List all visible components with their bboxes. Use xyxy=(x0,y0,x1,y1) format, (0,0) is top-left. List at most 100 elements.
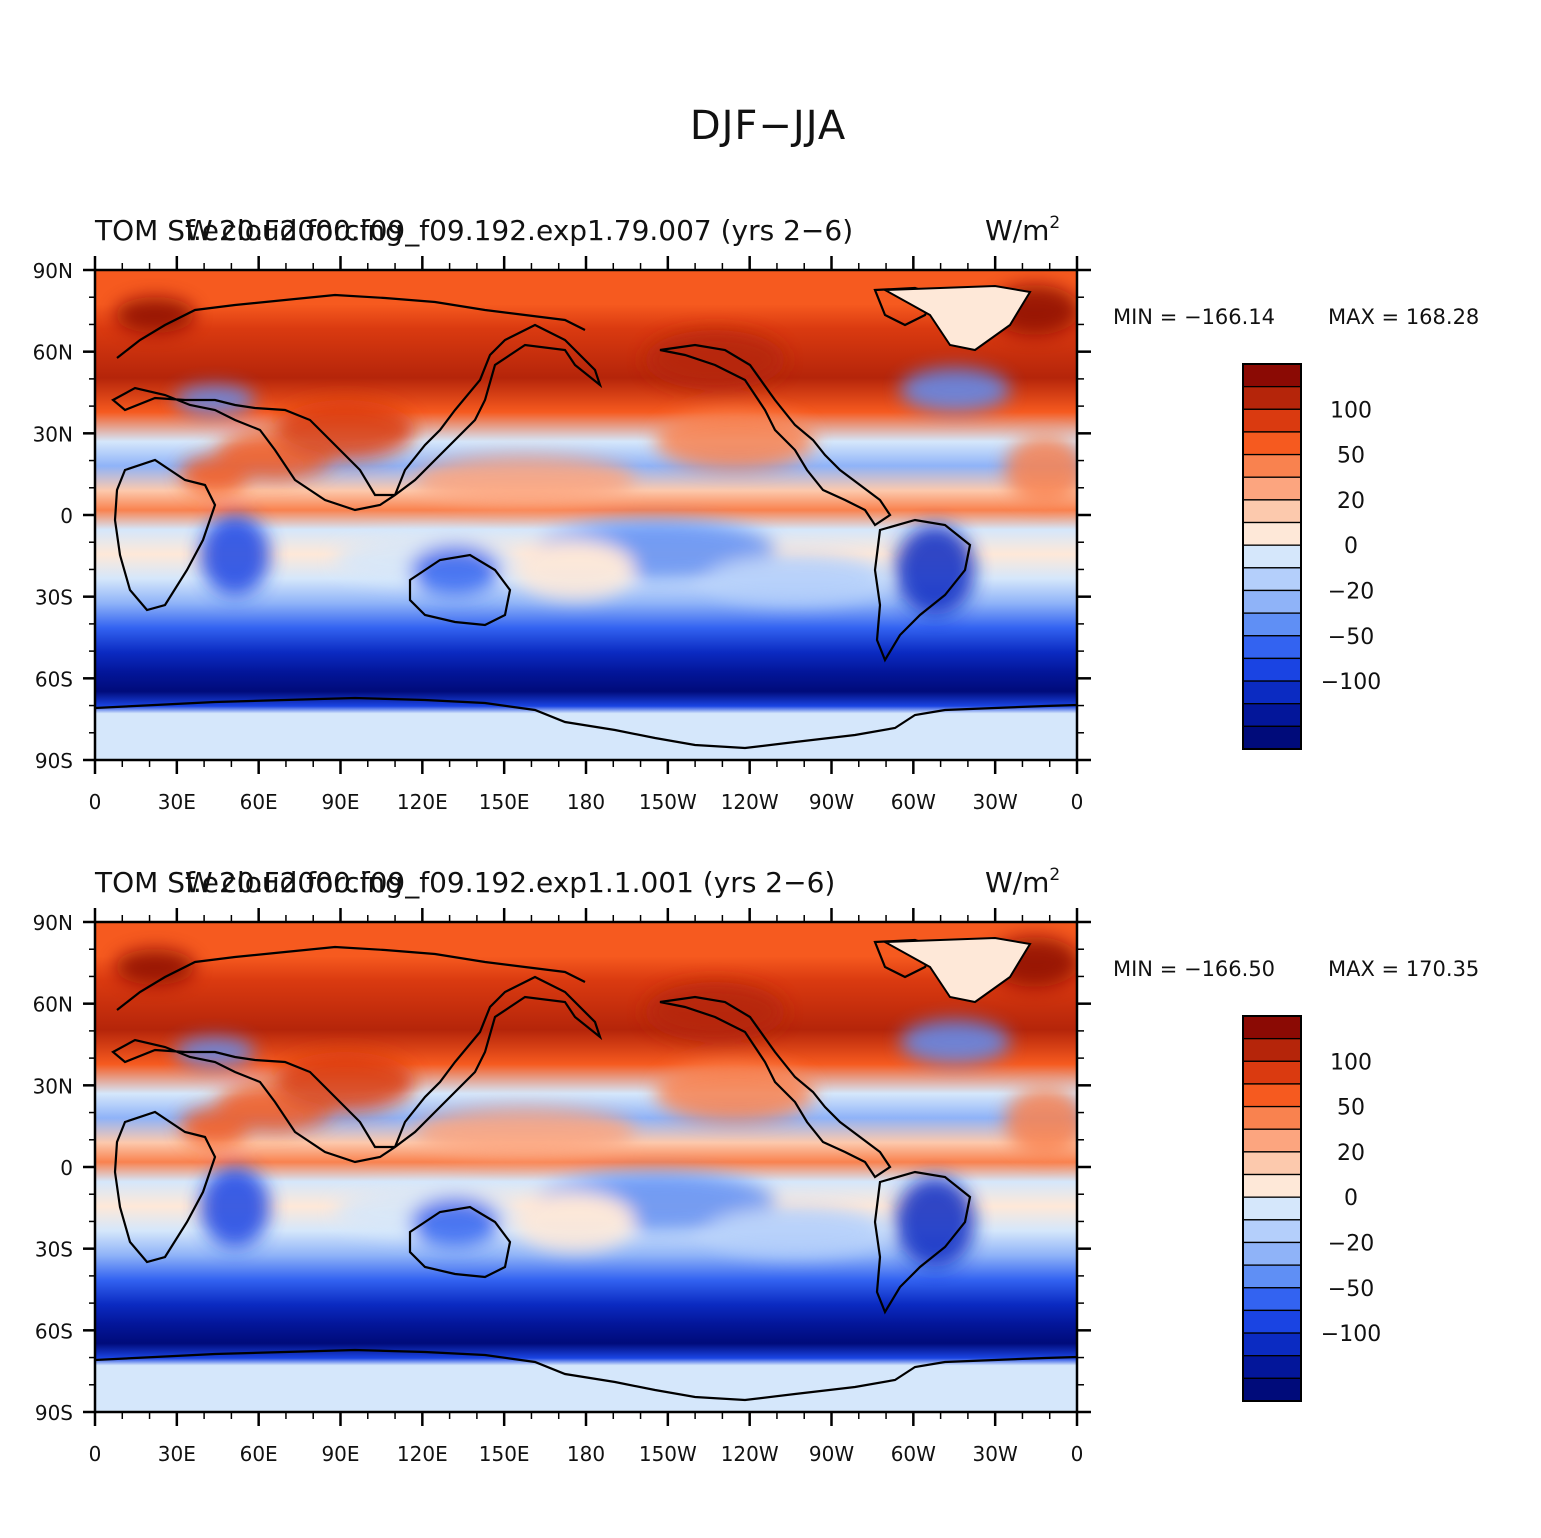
colorbar-swatch xyxy=(1242,544,1302,569)
min-value-label: MIN = −166.50 xyxy=(1113,957,1275,981)
anomaly-region xyxy=(645,330,785,390)
colorbar-swatch xyxy=(1242,1219,1302,1244)
colorbar-label: −100 xyxy=(1321,670,1381,695)
lon-tick-label: 0 xyxy=(89,790,102,814)
colorbar-swatch xyxy=(1242,1128,1302,1153)
lon-tick-label: 180 xyxy=(567,1442,605,1466)
colorbar-label: −20 xyxy=(1328,579,1374,604)
min-value-label: MIN = −166.14 xyxy=(1113,305,1275,329)
colorbar-swatch xyxy=(1242,499,1302,524)
colorbar-label: 0 xyxy=(1344,1186,1358,1211)
colorbar-swatch xyxy=(1242,725,1302,750)
colorbar-swatch xyxy=(1242,1105,1302,1130)
anomaly-region xyxy=(410,1197,500,1247)
colorbar-swatch xyxy=(1242,1241,1302,1266)
lat-tick-label: 30S xyxy=(35,1238,73,1262)
coastline xyxy=(408,1205,512,1279)
anomaly-region xyxy=(655,1062,815,1122)
colorbar-swatch xyxy=(1242,589,1302,614)
lat-tick-label: 60S xyxy=(35,667,73,691)
lon-tick-label: 120E xyxy=(397,1442,448,1466)
lat-tick-label: 0 xyxy=(60,504,73,528)
lon-tick-label: 30W xyxy=(973,1442,1018,1466)
colorbar-swatch xyxy=(1242,1037,1302,1062)
anomaly-region xyxy=(180,455,250,495)
lat-tick-label: 60N xyxy=(33,341,73,365)
colorbar-swatch xyxy=(1242,680,1302,705)
colorbar-label: 0 xyxy=(1344,534,1358,559)
lon-tick-label: 90W xyxy=(809,790,854,814)
lon-tick-label: 30W xyxy=(973,790,1018,814)
colorbar: 100 50 20 0 −20 −50 −100 xyxy=(1242,1015,1381,1402)
colorbar-label: 20 xyxy=(1337,489,1365,514)
anomaly-region xyxy=(115,949,195,985)
colorbar-label: 100 xyxy=(1330,398,1372,423)
panel-units: W/m2 xyxy=(985,865,1060,899)
coastline xyxy=(659,995,892,1179)
coastline xyxy=(95,1348,1077,1402)
coastline xyxy=(873,518,972,663)
colorbar-swatch xyxy=(1242,476,1302,501)
lon-tick-label: 60W xyxy=(891,1442,936,1466)
colorbar-swatch xyxy=(1242,1287,1302,1312)
anomaly-region xyxy=(275,400,415,460)
lat-tick-label: 90S xyxy=(35,1401,73,1425)
lon-tick-label: 120W xyxy=(721,790,779,814)
lon-tick-label: 60E xyxy=(240,790,278,814)
colorbar-swatch xyxy=(1242,1355,1302,1380)
anomaly-region xyxy=(180,1107,250,1147)
colorbar-swatch xyxy=(1242,363,1302,388)
colorbar-swatch xyxy=(1242,567,1302,592)
colorbar-label: 50 xyxy=(1337,1096,1365,1121)
colorbar-swatch xyxy=(1242,1377,1302,1402)
lat-tick-label: 30N xyxy=(33,1074,73,1098)
colorbar-label: −50 xyxy=(1328,625,1374,650)
colorbar-swatch xyxy=(1242,453,1302,478)
anomaly-region xyxy=(655,410,815,470)
coastline xyxy=(873,1170,972,1315)
colorbar: 100 50 20 0 −20 −50 −100 xyxy=(1242,363,1381,750)
lon-tick-label: 0 xyxy=(1071,1442,1084,1466)
map-panel-2: TOM SW cloud forcingf.e20.F2000.f09_f09.… xyxy=(33,865,1480,1466)
colorbar-swatch xyxy=(1242,1060,1302,1085)
anomaly-region xyxy=(895,1177,975,1267)
lon-tick-label: 0 xyxy=(1071,790,1084,814)
colorbar-swatch xyxy=(1242,385,1302,410)
colorbar-swatch xyxy=(1242,1309,1302,1334)
colorbar-label: −20 xyxy=(1328,1231,1374,1256)
lat-tick-label: 90N xyxy=(33,259,73,283)
colorbar-label: 20 xyxy=(1337,1141,1365,1166)
lon-tick-label: 30E xyxy=(158,1442,196,1466)
coastline xyxy=(116,293,586,359)
colorbar-swatch xyxy=(1242,521,1302,546)
anomaly-region xyxy=(900,1020,1010,1064)
colorbar-swatch xyxy=(1242,703,1302,728)
lat-tick-label: 30S xyxy=(35,586,73,610)
anomaly-region xyxy=(645,982,785,1042)
panel-variable-title: TOM SW cloud forcing xyxy=(94,866,403,899)
lon-tick-label: 0 xyxy=(89,1442,102,1466)
max-value-label: MAX = 168.28 xyxy=(1328,305,1479,329)
lat-tick-label: 30N xyxy=(33,422,73,446)
coastline xyxy=(113,1110,217,1264)
lon-tick-label: 90E xyxy=(321,790,359,814)
colorbar-swatch xyxy=(1242,657,1302,682)
lon-tick-label: 60W xyxy=(891,790,936,814)
colorbar-label: −100 xyxy=(1321,1322,1381,1347)
anomaly-region xyxy=(515,540,635,600)
colorbar-swatch xyxy=(1242,1083,1302,1108)
colorbar-swatch xyxy=(1242,1151,1302,1176)
lon-tick-label: 120E xyxy=(397,790,448,814)
colorbar-swatch xyxy=(1242,431,1302,456)
colorbar-swatch xyxy=(1242,1332,1302,1357)
coastline xyxy=(408,553,512,627)
colorbar-label: 50 xyxy=(1337,444,1365,469)
anomaly-region xyxy=(1005,435,1077,505)
colorbar-swatch xyxy=(1242,635,1302,660)
lon-tick-label: 150E xyxy=(479,1442,530,1466)
colorbar-swatch xyxy=(1242,1264,1302,1289)
greenland-region xyxy=(881,284,1032,352)
colorbar-label: −50 xyxy=(1328,1277,1374,1302)
anomaly-region xyxy=(1005,1087,1077,1157)
anomaly-region xyxy=(410,545,500,595)
